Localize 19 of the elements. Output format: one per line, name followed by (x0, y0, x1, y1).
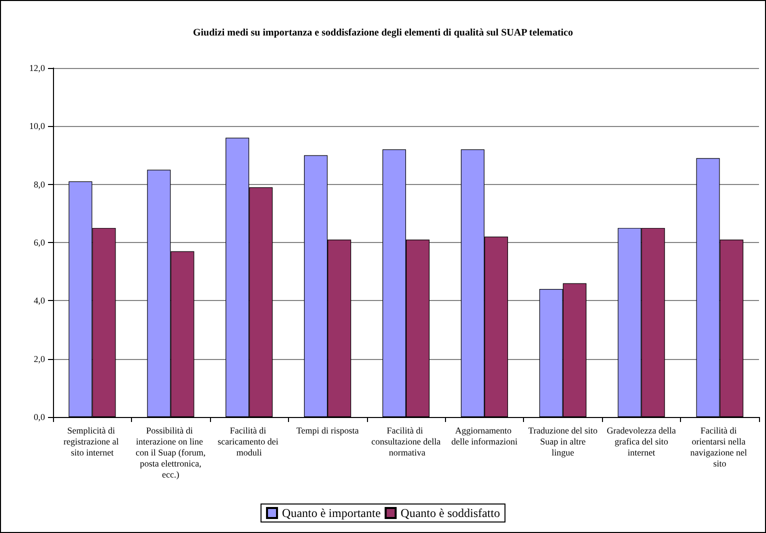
y-tick-label: 6,0 (34, 238, 46, 248)
x-tick-label: Facilità di orientarsi nella navigazione nel sito (690, 426, 750, 468)
y-tick-label: 0,0 (34, 412, 46, 422)
y-tick-label: 10,0 (29, 121, 46, 132)
chart-title: Giudizi medi su importanza e soddisfazione degli elementi di qualità sul SUAP telematico (193, 28, 573, 38)
x-tick-label: Tempi di risposta (296, 426, 359, 436)
legend-label: Quanto è importante (282, 506, 381, 520)
x-tick-label: Facilità di consultazione della normativa (371, 426, 441, 458)
y-tick-label: 8,0 (34, 179, 46, 190)
y-tick-label: 4,0 (34, 296, 46, 306)
x-tick-label: Possibilità di interazione on line con il Suap (forum, posta elettronica, ecc.) (136, 426, 206, 480)
y-tick-label: 12,0 (29, 63, 46, 73)
x-tick-label: Aggiornamento delle informazioni (451, 426, 518, 446)
y-tick-label: 2,0 (34, 354, 46, 364)
x-tick-label: Facilità di scaricamento dei moduli (218, 426, 281, 458)
legend-label: Quanto è soddisfatto (400, 506, 500, 520)
x-tick-label: Traduzione del sito Suap in altre lingue (528, 426, 598, 458)
x-tick-label: Gradevolezza della grafica del sito internet (606, 426, 676, 458)
x-tick-label: Semplicità di registrazione al sito internet (63, 426, 121, 458)
